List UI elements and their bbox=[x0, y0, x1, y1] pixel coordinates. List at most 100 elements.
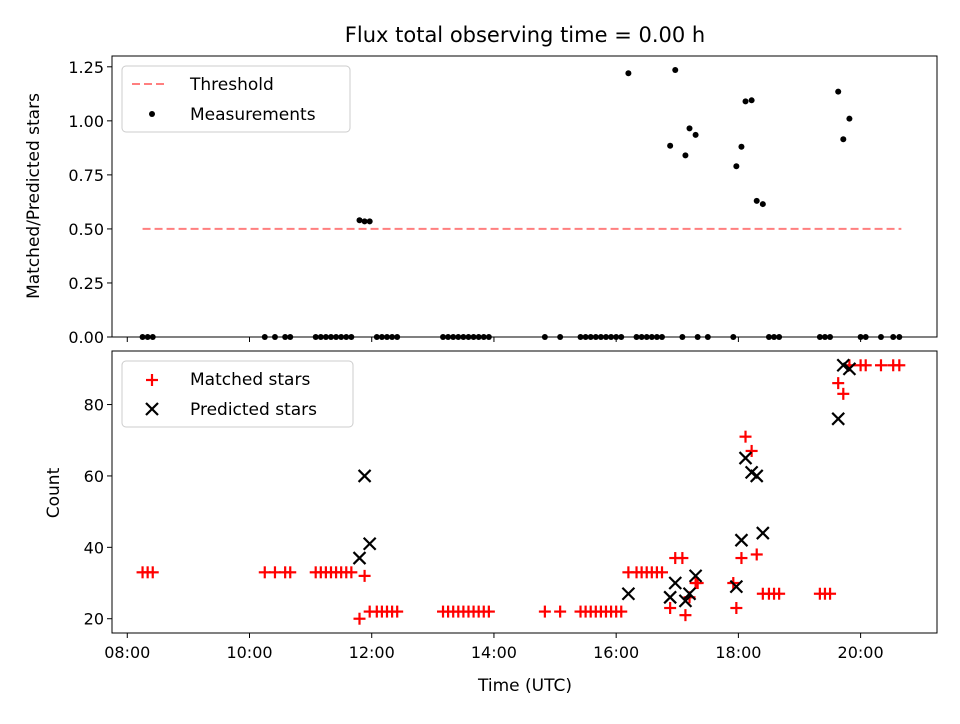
top-ytick-label: 0.25 bbox=[68, 274, 104, 293]
predicted-star-point bbox=[357, 469, 372, 483]
matched-star-point bbox=[874, 359, 887, 372]
matched-star-point bbox=[859, 359, 872, 372]
top-legend-box bbox=[121, 65, 351, 133]
predicted-star-point bbox=[688, 569, 703, 583]
bottom-xtick-label: 16:00 bbox=[593, 643, 639, 662]
measurement-point bbox=[742, 98, 749, 105]
matched-star-point bbox=[345, 566, 358, 579]
legend-matched-swatch bbox=[146, 374, 158, 386]
top-chart-plot-area bbox=[139, 67, 903, 340]
matched-star-point bbox=[773, 587, 786, 600]
matched-star-point bbox=[554, 605, 567, 618]
bottom-chart-plot-area bbox=[136, 358, 906, 625]
matched-star-point bbox=[739, 430, 752, 443]
predicted-star-point bbox=[682, 586, 697, 601]
matched-star-point bbox=[893, 359, 906, 372]
bottom-ytick-label: 60 bbox=[84, 467, 104, 486]
legend-measurements-swatch bbox=[149, 111, 155, 117]
top-ytick-label: 0.50 bbox=[68, 220, 104, 239]
predicted-star-point bbox=[678, 594, 693, 608]
measurement-point bbox=[748, 97, 755, 104]
predicted-star-point bbox=[749, 469, 764, 483]
legend-predicted-label: Predicted stars bbox=[190, 400, 317, 420]
matched-star-point bbox=[832, 377, 845, 390]
predicted-star-point bbox=[831, 412, 845, 426]
matched-star-point bbox=[482, 605, 495, 618]
measurement-point bbox=[667, 142, 674, 149]
matched-star-point bbox=[538, 605, 551, 618]
measurement-point bbox=[759, 201, 766, 208]
bottom-xtick-label: 18:00 bbox=[715, 643, 761, 662]
top-chart-legend: Threshold Measurements bbox=[121, 65, 351, 133]
top-ytick-label: 0.00 bbox=[68, 328, 104, 347]
matched-star-point bbox=[837, 387, 850, 400]
matched-star-point bbox=[268, 566, 281, 579]
measurement-point bbox=[846, 115, 853, 122]
predicted-star-point bbox=[668, 576, 683, 590]
legend-measurements-label: Measurements bbox=[190, 105, 316, 125]
measurement-point bbox=[753, 197, 760, 204]
matched-star-point bbox=[735, 552, 748, 565]
measurement-point bbox=[672, 67, 679, 74]
measurement-point bbox=[686, 125, 693, 132]
legend-threshold-label: Threshold bbox=[189, 75, 274, 95]
matched-star-point bbox=[391, 605, 404, 618]
legend-predicted-swatch bbox=[145, 402, 159, 416]
top-ytick-label: 1.00 bbox=[68, 112, 104, 131]
bottom-ytick-label: 80 bbox=[84, 396, 104, 415]
measurement-point bbox=[835, 88, 842, 95]
predicted-star-point bbox=[663, 590, 677, 605]
predicted-star-point bbox=[756, 526, 770, 540]
bottom-xtick-label: 10:00 bbox=[226, 643, 272, 662]
matched-star-point bbox=[258, 566, 271, 579]
matched-star-point bbox=[679, 609, 692, 622]
bottom-xtick-label: 20:00 bbox=[838, 643, 884, 662]
bottom-chart-xlabel: Time (UTC) bbox=[477, 676, 572, 696]
predicted-star-point bbox=[734, 533, 749, 547]
matched-star-point bbox=[358, 569, 371, 582]
bottom-ytick-label: 20 bbox=[84, 610, 104, 629]
matched-star-point bbox=[146, 566, 159, 579]
measurement-point bbox=[733, 163, 740, 170]
predicted-star-point bbox=[842, 362, 857, 376]
matched-star-point bbox=[656, 566, 668, 579]
predicted-star-point bbox=[352, 551, 367, 565]
bottom-chart-legend: Matched stars Predicted stars bbox=[121, 360, 354, 428]
measurement-point bbox=[682, 152, 689, 159]
matched-star-point bbox=[730, 602, 743, 615]
matched-star-point bbox=[353, 612, 366, 625]
measurement-point bbox=[625, 70, 632, 77]
predicted-star-point bbox=[738, 451, 753, 465]
top-chart-ticks: 0.00 0.25 0.50 0.75 1.00 1.25 bbox=[68, 58, 862, 347]
matched-star-point bbox=[664, 602, 677, 615]
matched-star-point bbox=[615, 605, 628, 618]
predicted-star-point bbox=[729, 579, 744, 594]
bottom-xtick-label: 08:00 bbox=[104, 643, 150, 662]
measurement-point bbox=[692, 131, 699, 138]
legend-matched-label: Matched stars bbox=[190, 370, 310, 390]
measurement-point bbox=[366, 218, 373, 225]
predicted-star-point bbox=[621, 586, 636, 601]
bottom-chart-frame bbox=[111, 350, 938, 634]
bottom-chart-ylabel: Count bbox=[44, 467, 64, 518]
top-ytick-label: 1.25 bbox=[68, 58, 104, 77]
matched-star-point bbox=[676, 552, 689, 565]
measurement-point bbox=[361, 218, 368, 225]
matched-star-point bbox=[824, 587, 837, 600]
bottom-xtick-label: 14:00 bbox=[471, 643, 517, 662]
measurement-point bbox=[738, 143, 745, 150]
top-chart-title: Flux total observing time = 0.00 h bbox=[345, 23, 705, 47]
top-ytick-label: 0.75 bbox=[68, 166, 104, 185]
measurement-point bbox=[356, 217, 363, 224]
matched-star-point bbox=[284, 566, 297, 579]
matched-star-point bbox=[745, 444, 758, 457]
predicted-star-point bbox=[362, 536, 377, 551]
top-chart-ylabel: Matched/Predicted stars bbox=[24, 93, 44, 299]
bottom-ytick-label: 40 bbox=[84, 538, 104, 557]
bottom-chart-ticks: 20 40 60 80 08:00 10:00 12:00 14:00 16:00 18:00 20… bbox=[84, 396, 884, 662]
matched-star-point bbox=[750, 548, 763, 561]
bottom-legend-box bbox=[121, 360, 354, 428]
measurement-point bbox=[840, 136, 847, 143]
predicted-star-point bbox=[836, 358, 851, 373]
